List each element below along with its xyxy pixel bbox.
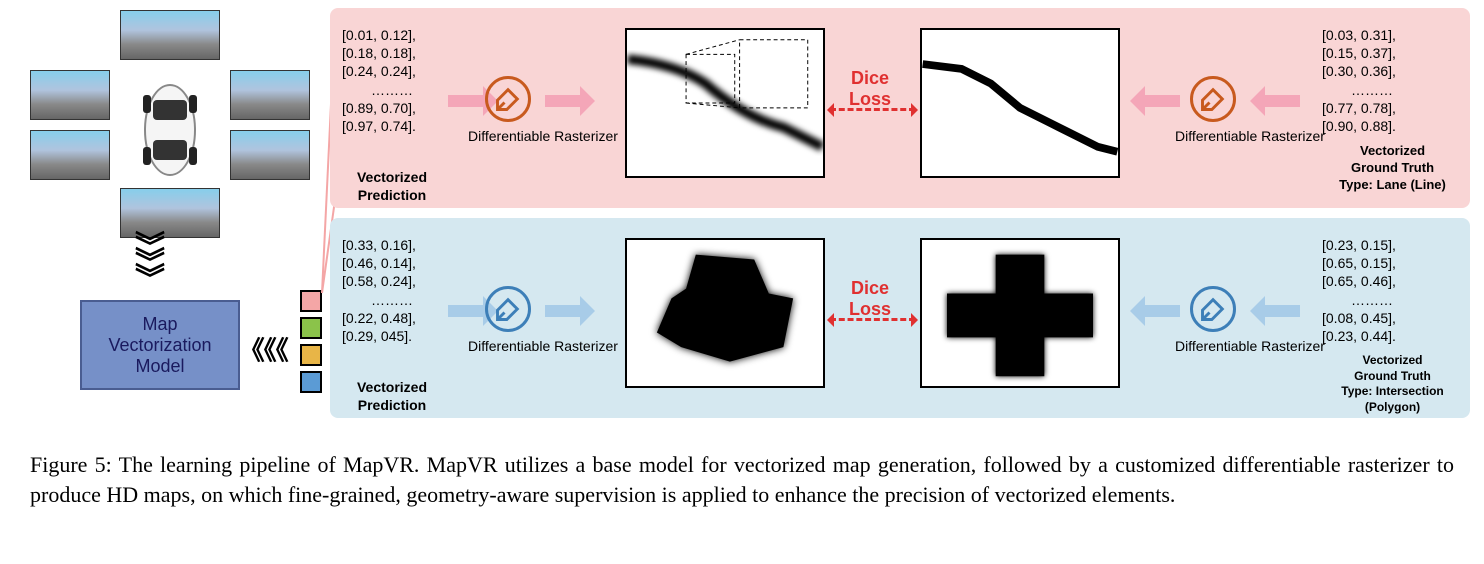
diagram-area: ︾︾︾ Map Vectorization Model ︾︾︾ [0.01, 0… (0, 0, 1484, 440)
gt-coords-lane: [0.03, 0.31],[0.15, 0.37],[0.30, 0.36],…… (1322, 26, 1422, 135)
gt-label-lane: Vectorized Ground Truth Type: Lane (Line… (1325, 143, 1460, 194)
arrow-left-icon (1250, 86, 1300, 116)
figure-caption-text: The learning pipeline of MapVR. MapVR ut… (30, 452, 1454, 507)
legend-green (300, 317, 322, 339)
camera-front (120, 10, 220, 60)
rasterizer-label-right: Differentiable Rasterizer (1175, 338, 1325, 354)
right-arrow-icon: ︾︾︾ (244, 336, 280, 359)
dice-loss-label: Dice Loss (830, 68, 910, 110)
down-arrow-icon: ︾︾︾ (135, 240, 162, 288)
dice-loss-arrow (830, 108, 915, 111)
camera-front-left (30, 70, 110, 120)
raster-prediction-lane (625, 28, 825, 178)
raster-prediction-intersection (625, 238, 825, 388)
rasterizer-icon (485, 286, 531, 332)
camera-views (30, 10, 310, 280)
intersection-row-panel: [0.33, 0.16],[0.46, 0.14],[0.58, 0.24],…… (330, 218, 1470, 418)
dice-loss-arrow (830, 318, 915, 321)
camera-back-right (230, 130, 310, 180)
arrow-left-icon (1130, 296, 1180, 326)
figure-caption: Figure 5: The learning pipeline of MapVR… (0, 440, 1484, 519)
rasterizer-label-right: Differentiable Rasterizer (1175, 128, 1325, 144)
lane-row-panel: [0.01, 0.12],[0.18, 0.18],[0.24, 0.24],…… (330, 8, 1470, 208)
camera-back-left (30, 130, 110, 180)
rasterizer-label-left: Differentiable Rasterizer (468, 338, 618, 354)
dice-loss-label: Dice Loss (830, 278, 910, 320)
figure-container: ︾︾︾ Map Vectorization Model ︾︾︾ [0.01, 0… (0, 0, 1484, 519)
ego-car-icon (135, 80, 205, 180)
rasterizer-label-left: Differentiable Rasterizer (468, 128, 618, 144)
prediction-coords-intersection: [0.33, 0.16],[0.46, 0.14],[0.58, 0.24],…… (342, 236, 442, 345)
rasterizer-icon (485, 76, 531, 122)
prediction-label-intersection: Vectorized Prediction (342, 378, 442, 414)
arrow-left-icon (1130, 86, 1180, 116)
arrow-right-icon (545, 86, 595, 116)
prediction-coords-lane: [0.01, 0.12],[0.18, 0.18],[0.24, 0.24],…… (342, 26, 442, 135)
gt-coords-intersection: [0.23, 0.15],[0.65, 0.15],[0.65, 0.46],…… (1322, 236, 1422, 345)
gt-label-intersection: Vectorized Ground Truth Type: Intersecti… (1325, 353, 1460, 415)
figure-number: Figure 5: (30, 452, 112, 477)
camera-front-right (230, 70, 310, 120)
raster-gt-lane (920, 28, 1120, 178)
prediction-label-lane: Vectorized Prediction (342, 168, 442, 204)
model-box: Map Vectorization Model (80, 300, 240, 390)
rasterizer-icon (1190, 76, 1236, 122)
rasterizer-icon (1190, 286, 1236, 332)
legend-orange (300, 344, 322, 366)
arrow-right-icon (545, 296, 595, 326)
raster-gt-intersection (920, 238, 1120, 388)
legend-pink (300, 290, 322, 312)
output-legend (300, 290, 322, 393)
arrow-left-icon (1250, 296, 1300, 326)
legend-blue (300, 371, 322, 393)
